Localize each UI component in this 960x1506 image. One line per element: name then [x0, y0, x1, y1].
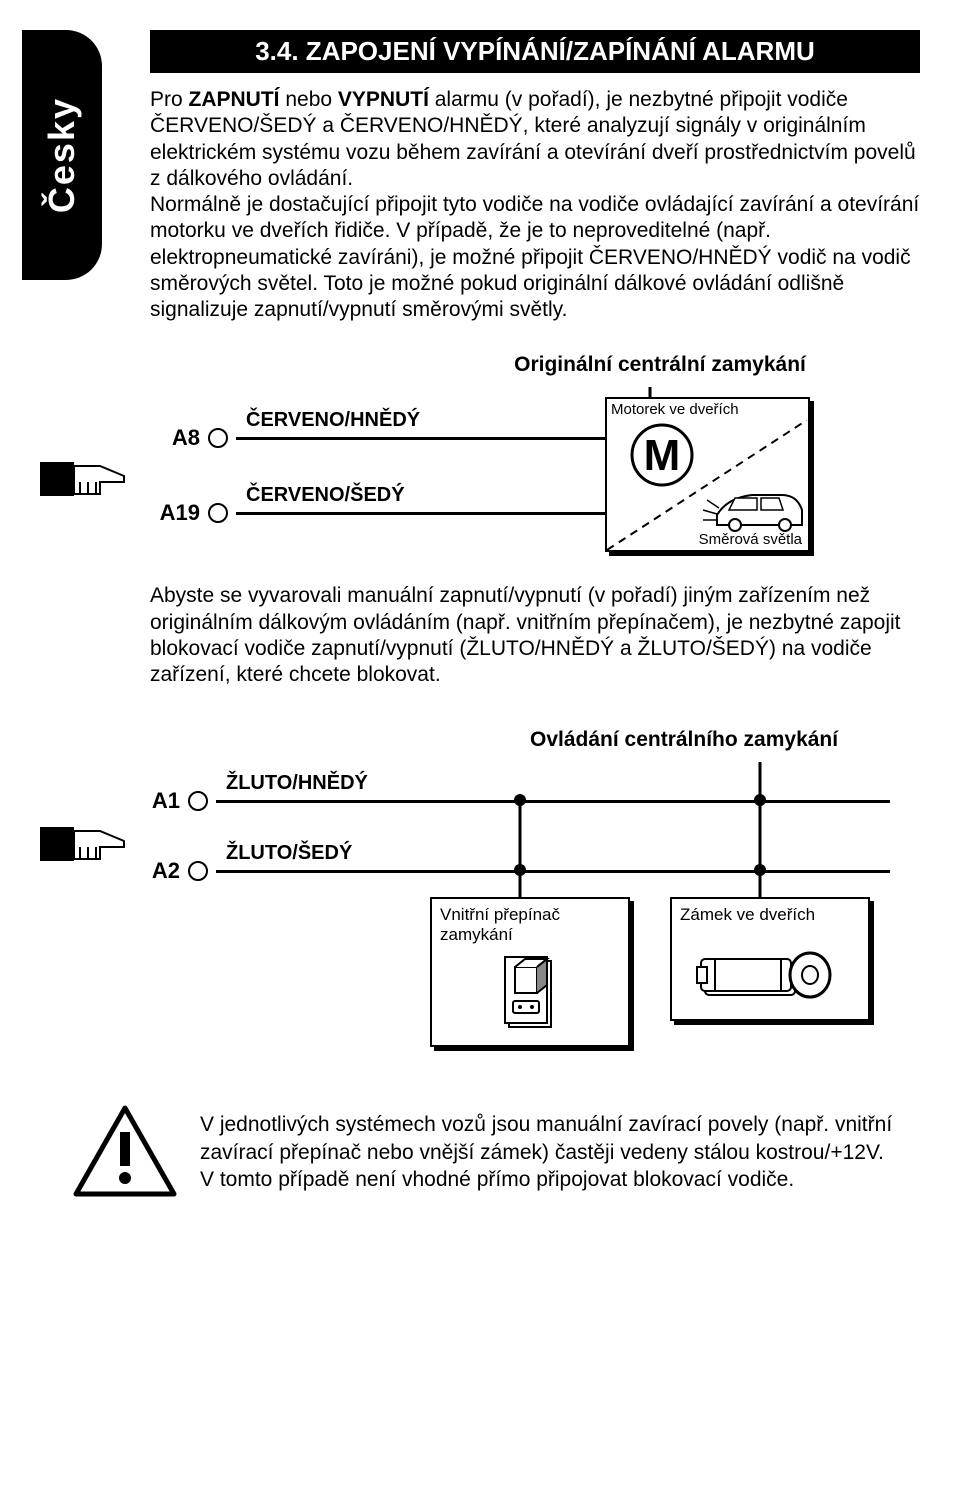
intro-mid: nebo: [280, 88, 338, 111]
pointing-hand-icon: [40, 442, 130, 512]
door-motor-label: Motorek ve dveřích: [607, 399, 808, 420]
terminal-a2: A2: [130, 858, 180, 884]
wire-label-a19: ČERVENO/ŠEDÝ: [246, 484, 405, 507]
door-lock-label: Zámek ve dveřích: [680, 905, 860, 925]
language-label: Česky: [41, 97, 83, 213]
terminal-a1: A1: [130, 788, 180, 814]
intro-pre: Pro: [150, 88, 189, 111]
pointing-hand-icon: [40, 807, 130, 877]
turn-signal-label: Směrová světla: [699, 531, 802, 548]
intro-rest: alarmu (v pořadí), je nezbytné připojit …: [150, 88, 919, 321]
door-lock-box: Zámek ve dveřích: [670, 897, 870, 1021]
diagram1-title: Originální centrální zamykání: [400, 353, 920, 377]
terminal-circle: [188, 791, 208, 811]
language-tab: Česky: [22, 30, 102, 280]
wire-label-a2: ŽLUTO/ŠEDÝ: [226, 842, 352, 865]
wire-label-a8: ČERVENO/HNĚDÝ: [246, 409, 420, 432]
intro-zap: ZAPNUTÍ: [189, 88, 280, 111]
warning-text: V jednotlivých systémech vozů jsou manuá…: [200, 1111, 920, 1193]
section-title: 3.4. ZAPOJENÍ VYPÍNÁNÍ/ZAPÍNÁNÍ ALARMU: [150, 30, 920, 73]
paragraph-2: Abyste se vyvarovali manuální zapnutí/vy…: [40, 583, 920, 688]
terminal-circle: [208, 428, 228, 448]
inner-switch-box: Vnitřní přepínač zamykání: [430, 897, 630, 1047]
terminal-a19: A19: [150, 500, 200, 526]
wire-label-a1: ŽLUTO/HNĚDÝ: [226, 772, 368, 795]
switch-icon: [495, 955, 565, 1035]
inner-switch-label: Vnitřní přepínač zamykání: [440, 905, 620, 945]
terminal-circle: [188, 861, 208, 881]
warning-triangle-icon: [70, 1102, 180, 1202]
terminal-a8: A8: [150, 425, 200, 451]
intro-vyp: VYPNUTÍ: [338, 88, 429, 111]
diagram2-title: Ovládání centrálního zamykání: [530, 728, 920, 752]
terminal-circle: [208, 503, 228, 523]
svg-text:M: M: [644, 431, 681, 480]
intro-paragraph: Pro ZAPNUTÍ nebo VYPNUTÍ alarmu (v pořad…: [150, 87, 920, 323]
lock-cylinder-icon: [695, 949, 845, 1009]
